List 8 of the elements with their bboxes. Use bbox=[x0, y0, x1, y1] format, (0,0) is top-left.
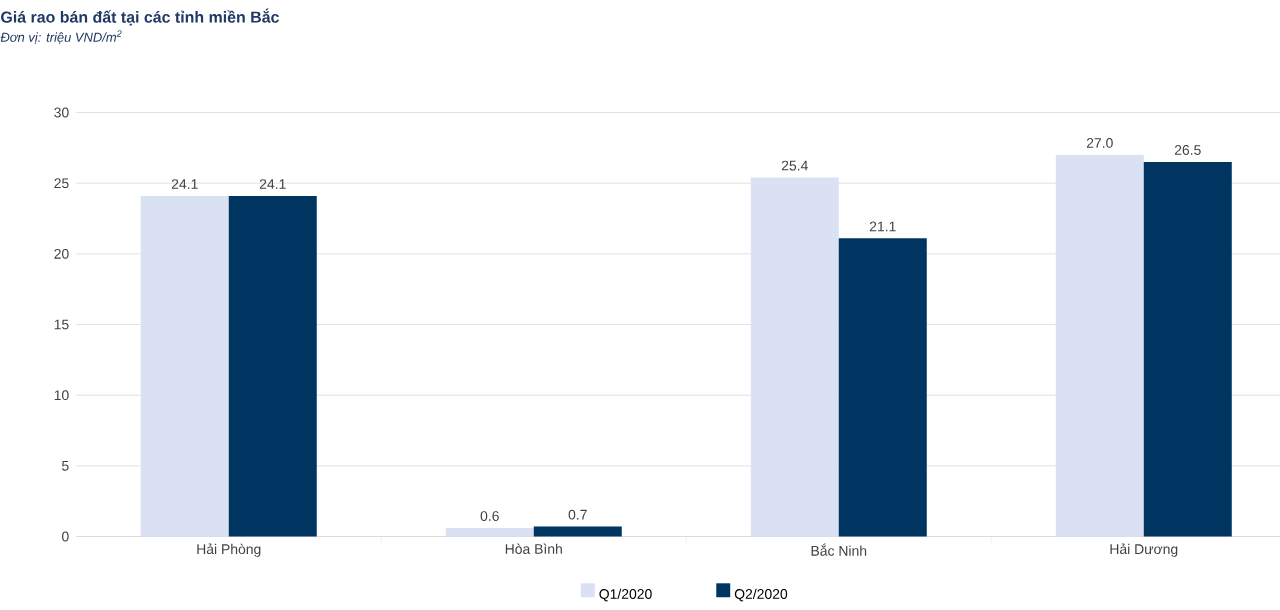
bar bbox=[838, 238, 927, 537]
bar bbox=[533, 526, 622, 537]
bar bbox=[228, 195, 317, 537]
bar bbox=[140, 195, 229, 537]
bar bbox=[445, 528, 534, 537]
bar bbox=[1143, 161, 1232, 537]
bar bbox=[1055, 154, 1144, 537]
bar bbox=[750, 177, 839, 537]
